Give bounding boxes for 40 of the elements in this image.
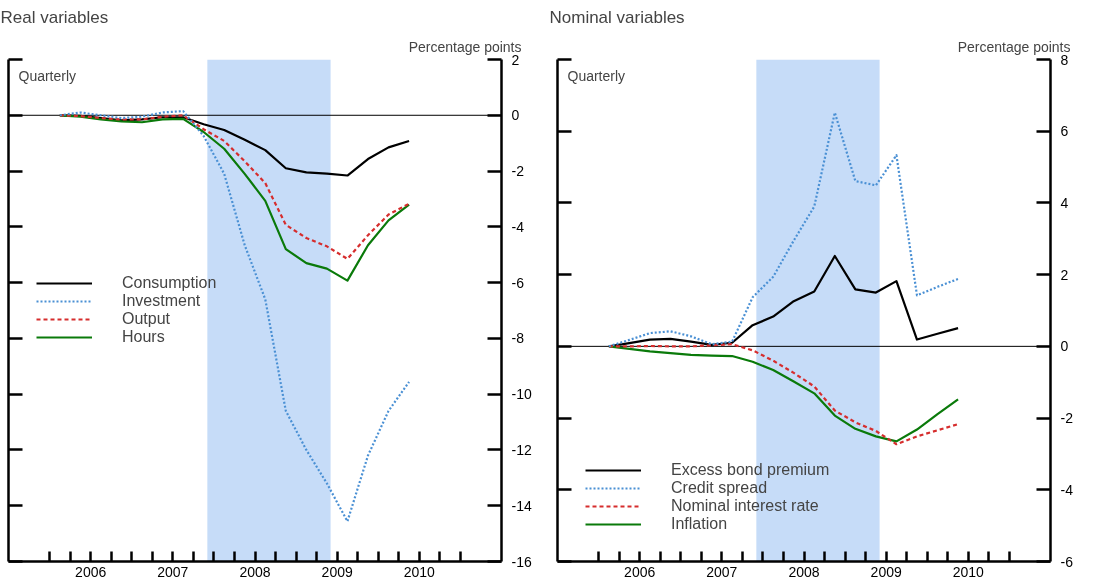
y-tick-label: -14 — [511, 497, 532, 514]
x-tick-label: 2006 — [624, 563, 656, 579]
y-tick-label: 0 — [1060, 338, 1069, 355]
y-tick-label: -16 — [511, 553, 532, 570]
y-tick-label: -12 — [511, 441, 532, 458]
y-tick-label: 6 — [1060, 123, 1069, 140]
y-tick-label: -2 — [511, 163, 525, 180]
legend-label: Inflation — [671, 515, 728, 533]
x-tick-label: 2009 — [870, 563, 902, 579]
legend-label: Nominal interest rate — [671, 497, 819, 515]
y-tick-label: -6 — [511, 274, 525, 291]
chart-title: Nominal variables — [549, 7, 685, 27]
y-tick-label: -8 — [511, 330, 525, 347]
x-tick-label: 2008 — [239, 563, 271, 579]
legend-label: Output — [122, 310, 171, 328]
x-tick-label: 2008 — [788, 563, 820, 579]
x-tick-label: 2007 — [706, 563, 738, 579]
line-series — [58, 109, 411, 523]
y-tick-label: 4 — [1060, 194, 1069, 211]
x-tick-label: 2010 — [952, 563, 985, 579]
y-tick-label: -6 — [1060, 553, 1074, 570]
x-tick-label: 2007 — [157, 563, 189, 579]
y-tick-label: -4 — [511, 218, 525, 235]
y-tick-label: -2 — [1060, 410, 1074, 427]
legend-label: Consumption — [122, 274, 217, 292]
legend-label: Hours — [122, 328, 165, 346]
legend-label: Investment — [122, 292, 201, 310]
legend-label: Excess bond premium — [671, 461, 830, 479]
y-tick-label: -10 — [511, 386, 532, 403]
chart-title: Real variables — [0, 7, 109, 27]
line-series — [607, 111, 960, 348]
x-tick-label: 2009 — [321, 563, 353, 579]
y-tick-label: 2 — [1060, 266, 1069, 283]
y-tick-label: -4 — [1060, 481, 1074, 498]
x-tick-label: 2010 — [403, 563, 436, 579]
annotation: Quarterly — [567, 67, 626, 84]
y-tick-label: 0 — [511, 107, 520, 124]
x-tick-label: 2006 — [75, 563, 107, 579]
annotation: Quarterly — [18, 67, 77, 84]
legend-label: Credit spread — [671, 479, 768, 497]
